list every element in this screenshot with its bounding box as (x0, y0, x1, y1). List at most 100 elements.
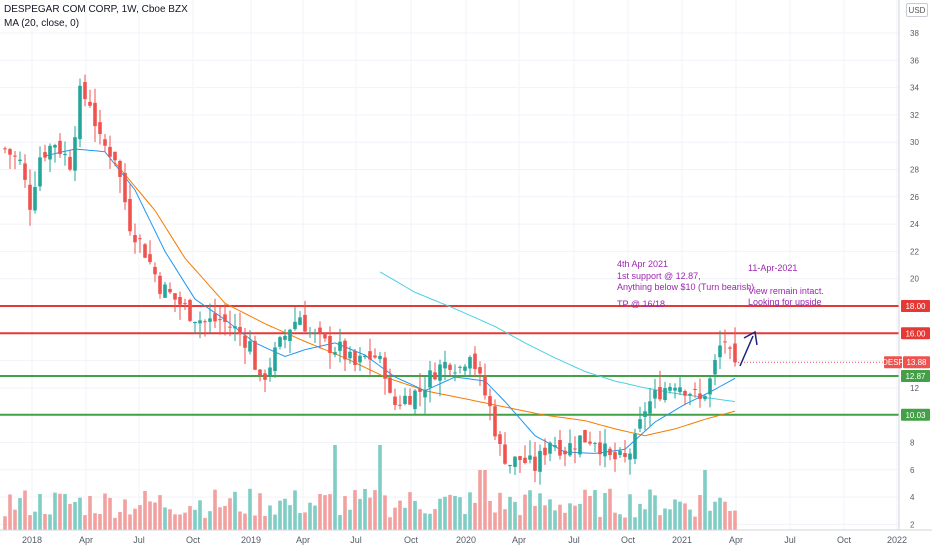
time-tick-label: 2021 (672, 535, 692, 545)
candle-body (413, 390, 417, 410)
volume-bar (343, 496, 347, 530)
volume-bar (303, 512, 307, 530)
candle-body (493, 406, 497, 437)
symbol-legend[interactable]: DESPEGAR COM CORP, 1W, Cboe BZX (4, 4, 188, 15)
candle-body (388, 377, 392, 393)
volume-bar (713, 501, 717, 530)
volume-bar (573, 505, 577, 530)
volume-bar (298, 512, 302, 530)
time-tick-label: 2020 (456, 535, 476, 545)
level-tag-label: 18.00 (905, 302, 926, 311)
candle-body (513, 456, 517, 467)
arrow-shaft (739, 335, 754, 367)
volume-bar (318, 493, 322, 530)
volume-bar (178, 514, 182, 530)
candle-body (323, 334, 327, 339)
candle-body (283, 335, 287, 340)
candle-body (613, 452, 617, 460)
ma-legend[interactable]: MA (20, close, 0) (4, 18, 80, 29)
volume-bar (528, 490, 532, 530)
time-tick-label: Oct (837, 535, 852, 545)
candle-body (133, 235, 137, 243)
volume-bar (103, 493, 107, 530)
volume-bar (228, 498, 232, 530)
volume-bar (33, 511, 37, 530)
volume-bar (78, 497, 82, 530)
volume-bar (623, 517, 627, 530)
candle-body (693, 388, 697, 390)
volume-bar (123, 499, 127, 530)
candle-body (123, 172, 127, 203)
candle-body (543, 447, 547, 456)
candle-body (503, 444, 507, 464)
candle-body (383, 357, 387, 379)
level-tag (901, 300, 930, 312)
candle-body (98, 122, 102, 135)
volume-bar (338, 515, 342, 530)
candle-body (263, 373, 267, 380)
candle-body (233, 326, 237, 329)
currency-button[interactable]: USD (906, 3, 928, 17)
volume-bar (668, 509, 672, 530)
volume-bar (63, 493, 67, 530)
candle-body (663, 388, 667, 401)
candle-body (93, 102, 97, 127)
volume-bar (428, 513, 432, 530)
candle-body (38, 157, 42, 187)
volume-bar (408, 492, 412, 530)
candle-body (618, 450, 622, 455)
candle-body (708, 378, 712, 395)
level-tag-label: 12.87 (905, 372, 926, 381)
candle-body (78, 85, 82, 140)
price-tick-label: 26 (910, 193, 919, 202)
volume-bar (518, 515, 522, 530)
candle-body (18, 159, 22, 162)
candle-body (628, 453, 632, 460)
candle-body (343, 340, 347, 360)
volume-bar (378, 445, 382, 530)
time-tick-label: Oct (186, 535, 201, 545)
volume-bar (503, 509, 507, 530)
volume-bar (733, 510, 737, 530)
volume-bar (213, 489, 217, 530)
candle-body (508, 464, 512, 467)
volume-bar (188, 506, 192, 530)
volume-bar (88, 496, 92, 530)
volume-bar (163, 507, 167, 530)
time-tick-label: Jul (568, 535, 580, 545)
candle-body (318, 327, 322, 334)
annotation-tp: TP @ 16/18 (617, 299, 665, 309)
volume-bar (398, 500, 402, 530)
candle-body (423, 390, 427, 398)
candle-body (498, 434, 502, 444)
volume-bar (158, 495, 162, 530)
candle-body (593, 443, 597, 445)
candle-body (478, 367, 482, 374)
candle-body (258, 369, 262, 376)
candle-body (103, 139, 107, 146)
candle-body (203, 321, 207, 323)
volume-bar (648, 489, 652, 530)
candle-body (58, 140, 62, 155)
candle-body (293, 321, 297, 330)
volume-bar (448, 494, 452, 530)
volume-bar (208, 511, 212, 530)
volume-bar (558, 504, 562, 530)
price-tick-label: 30 (910, 138, 919, 147)
time-axis: 2018 Apr Jul Oct 2019 Apr Jul Oct 2020 Apr Jul Oct 2… (22, 535, 907, 545)
level-tag-label: 16.00 (905, 329, 926, 338)
price-tick-label: 32 (910, 111, 919, 120)
candle-body (358, 355, 362, 363)
volume-bar (673, 499, 677, 530)
volume-bar (658, 515, 662, 530)
price-tick-label: 28 (910, 166, 919, 175)
volume-bar (718, 497, 722, 530)
volume-bar (473, 502, 477, 530)
volume-bar (168, 509, 172, 530)
candle-body (108, 146, 112, 157)
time-tick-label: Oct (404, 535, 419, 545)
volume-bar (443, 496, 447, 530)
candle-body (148, 254, 152, 263)
volume-bar (723, 501, 727, 530)
